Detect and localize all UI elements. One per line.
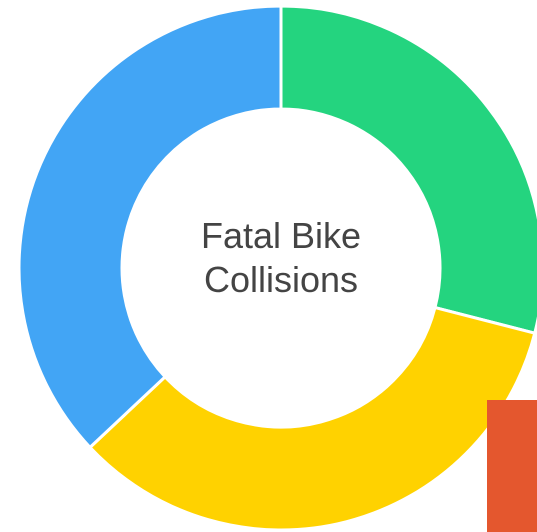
- chart-title: Fatal Bike Collisions: [200, 215, 362, 300]
- donut-segment: [17, 4, 283, 450]
- side-panel: [487, 400, 537, 532]
- donut-segment: [279, 4, 537, 335]
- donut-segment: [87, 305, 537, 532]
